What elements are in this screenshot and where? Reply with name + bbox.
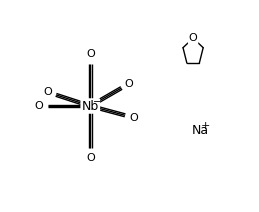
Text: O: O	[86, 153, 95, 163]
Text: Na: Na	[192, 124, 209, 137]
Text: O: O	[125, 79, 133, 89]
Text: +: +	[200, 121, 210, 131]
Text: Nb: Nb	[82, 99, 99, 113]
Text: O: O	[44, 87, 52, 97]
Text: O: O	[129, 113, 138, 123]
Text: −: −	[93, 97, 101, 107]
Text: O: O	[86, 49, 95, 59]
Text: O: O	[189, 33, 197, 43]
Text: O: O	[34, 101, 43, 111]
